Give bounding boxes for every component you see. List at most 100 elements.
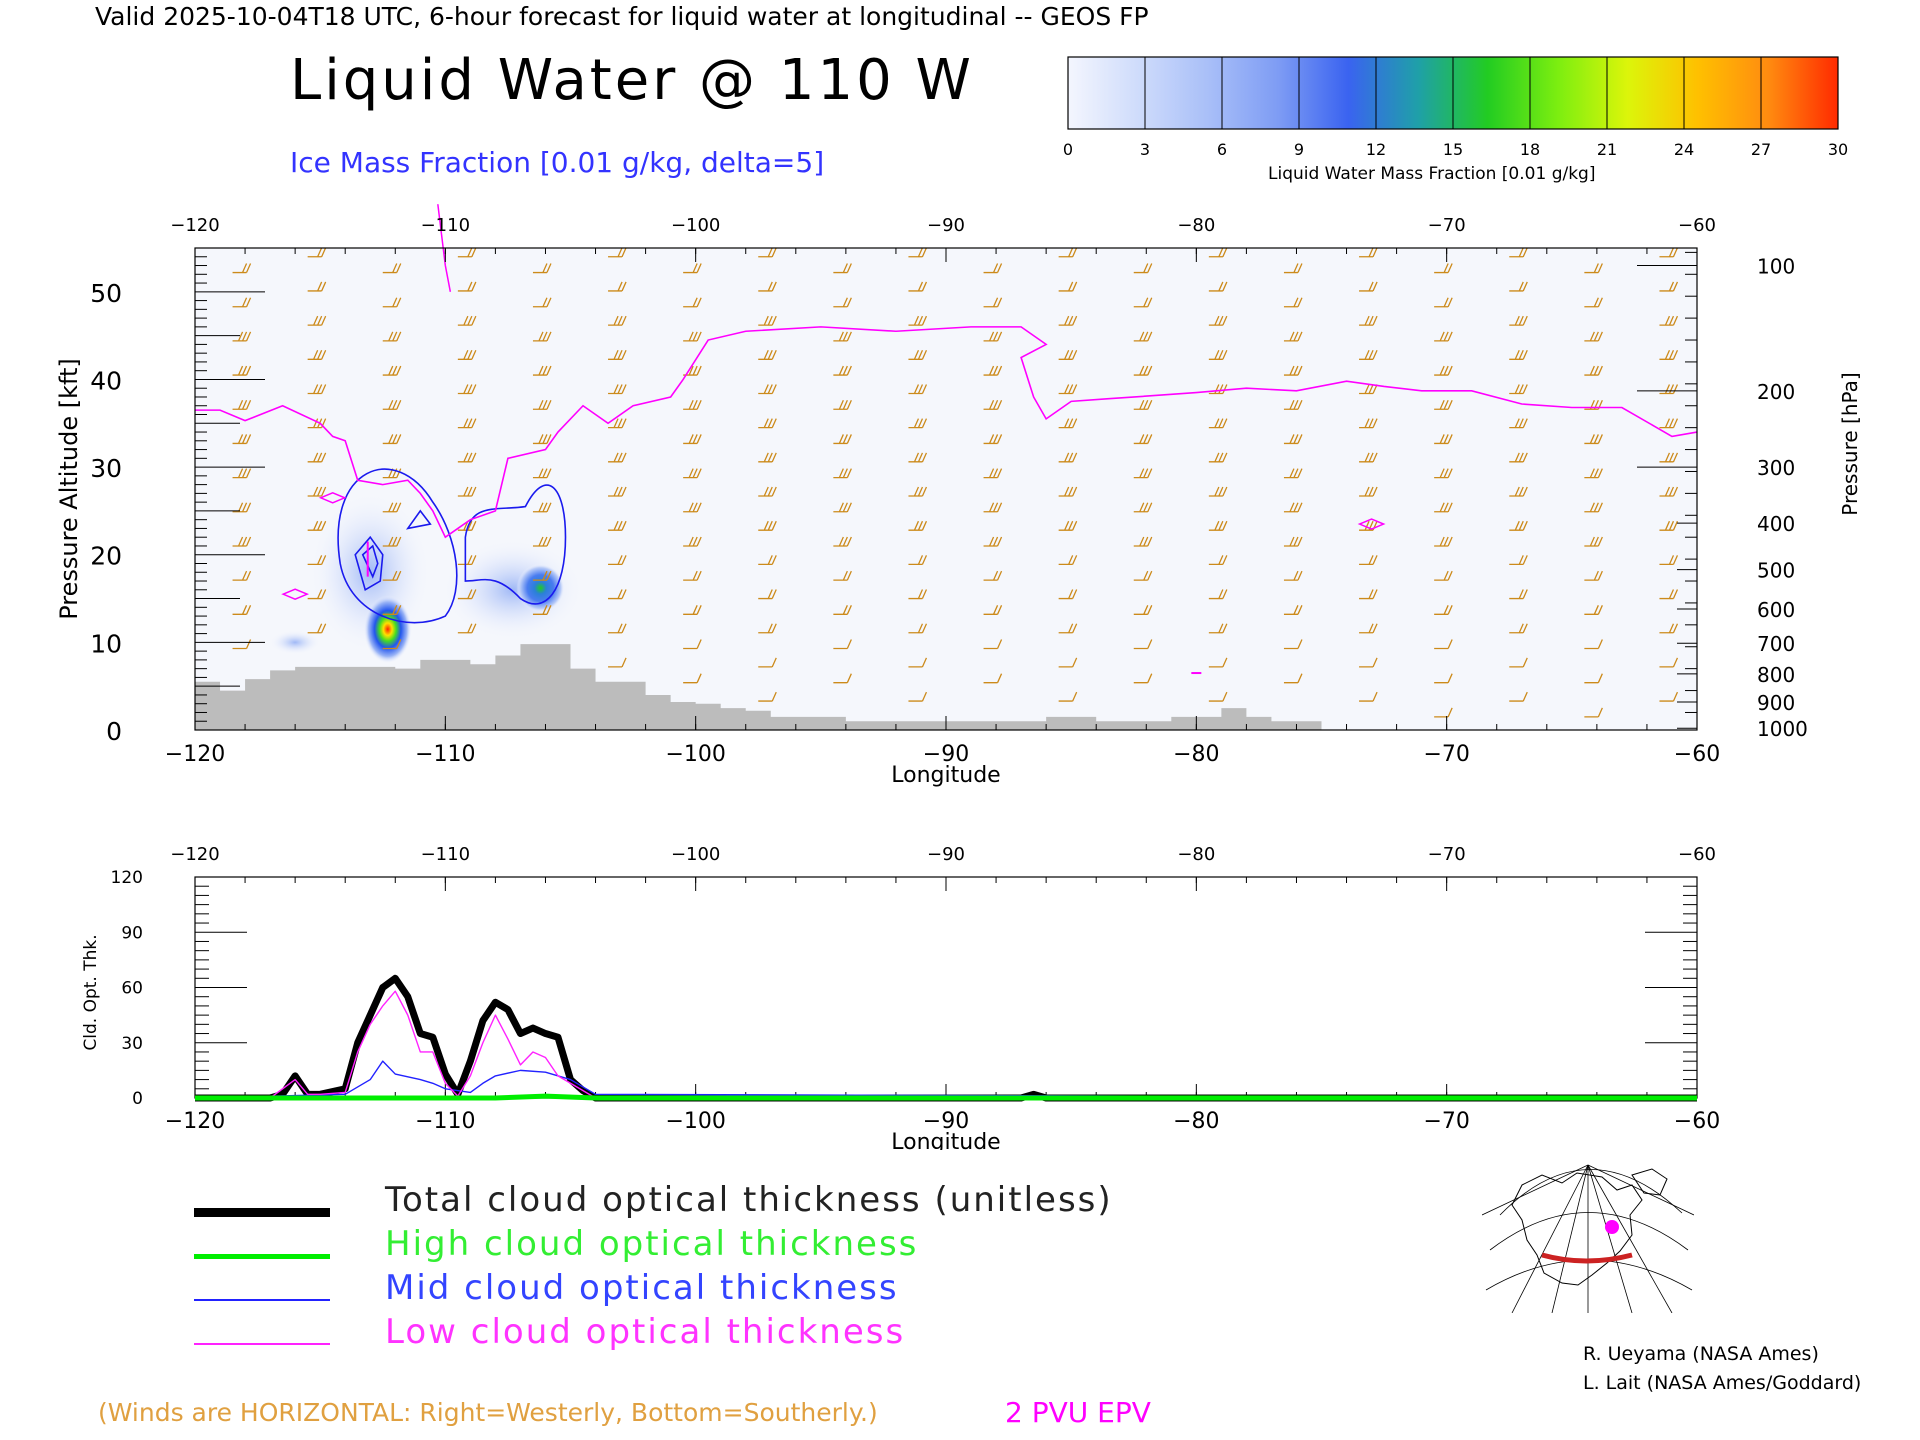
wind-barb (1659, 589, 1679, 600)
wind-barb (758, 657, 777, 668)
wind-barb (1359, 589, 1378, 600)
wind-barb (758, 418, 777, 429)
wind-barb (983, 399, 1003, 410)
wind-barb (1509, 350, 1528, 360)
wind-barb (457, 315, 477, 326)
wind-barb (457, 589, 477, 600)
x-tick-label-top: −90 (927, 844, 965, 865)
x-tick-label-bottom: −100 (665, 742, 725, 767)
wind-barb (908, 281, 928, 292)
wind-barb (1283, 639, 1303, 650)
wind-barb (1434, 263, 1453, 274)
wind-barb (908, 384, 928, 395)
wind-barb (532, 502, 552, 513)
wind-barb (1283, 468, 1303, 479)
wind-barb (608, 281, 627, 292)
wind-barb (382, 434, 402, 445)
wind-barb (1208, 657, 1228, 668)
x-tick-label-top: −100 (671, 844, 720, 865)
wind-barb (532, 434, 552, 445)
wind-barb (758, 315, 777, 326)
wind-barb (1208, 384, 1228, 395)
wind-barb (1359, 315, 1378, 326)
wind-barb (758, 520, 777, 531)
liquid-water-faint-region (442, 539, 583, 640)
wind-barb (1359, 452, 1378, 463)
wind-barb (1584, 707, 1603, 718)
wind-barb (683, 365, 702, 376)
series-line-high (195, 1093, 1697, 1101)
wind-barb (1058, 350, 1078, 360)
wind-barb (1208, 350, 1228, 360)
wind-barb (307, 247, 327, 258)
wind-barb (1133, 673, 1153, 684)
wind-barb (532, 399, 552, 410)
credit-line-1: R. Ueyama (NASA Ames) (1583, 1343, 1819, 1365)
wind-barb (683, 468, 702, 479)
wind-barb (457, 623, 477, 634)
credit-line-2: L. Lait (NASA Ames/Goddard) (1583, 1372, 1862, 1394)
wind-barb (1058, 691, 1078, 702)
wind-barb (1659, 452, 1679, 463)
wind-barb (833, 605, 852, 615)
wind-barb (1133, 365, 1153, 376)
x-tick-label-top: −90 (927, 215, 965, 236)
wind-barb (232, 468, 252, 479)
wind-barb (1133, 331, 1153, 342)
wind-barb (1283, 365, 1303, 376)
legend-label-mid: Mid cloud optical thickness (385, 1268, 899, 1308)
wind-barb (1359, 247, 1378, 258)
wind-barb (1283, 434, 1303, 445)
wind-barb (1283, 502, 1303, 513)
wind-barb (1584, 468, 1603, 479)
pressure-tick-label: 1000 (1757, 717, 1808, 741)
wind-barb (683, 331, 702, 342)
wind-barb (1659, 657, 1679, 668)
wind-barb (683, 297, 702, 308)
wind-barb (457, 350, 477, 360)
wind-barb (1434, 399, 1453, 410)
colorbar-tick-label: 0 (1063, 140, 1073, 159)
wind-barb (1208, 691, 1228, 702)
wind-barb (1058, 281, 1078, 292)
wind-barb (232, 434, 252, 445)
wind-barb (833, 502, 852, 513)
pressure-tick-label: 300 (1757, 456, 1795, 480)
wind-barb (1283, 570, 1303, 581)
wind-barb (1434, 331, 1453, 342)
wind-barb (608, 486, 627, 497)
wind-barb (758, 691, 777, 702)
legend-line-high (194, 1254, 330, 1259)
wind-barb (908, 520, 928, 531)
wind-barb (232, 536, 252, 547)
wind-barb (1434, 297, 1453, 308)
pressure-tick-label: 400 (1757, 512, 1795, 536)
wind-barb (1584, 673, 1603, 684)
wind-barb (232, 263, 252, 274)
wind-barb (1359, 281, 1378, 292)
wind-barb (683, 570, 702, 581)
wind-barb (457, 520, 477, 531)
x-axis-label: Longitude (891, 763, 1000, 788)
y-tick-label: 60 (121, 979, 143, 999)
wind-barb (608, 589, 627, 600)
x-tick-label-top: −110 (421, 215, 470, 236)
wind-barb (1359, 486, 1378, 497)
wind-barb (382, 639, 402, 650)
x-tick-label-top: −60 (1678, 215, 1716, 236)
wind-barb (758, 589, 777, 600)
x-tick-label-bottom: −80 (1173, 1109, 1219, 1134)
wind-barb (382, 536, 402, 547)
x-tick-label-bottom: −60 (1674, 742, 1720, 767)
pressure-tick-label: 200 (1757, 380, 1795, 404)
wind-barb (1584, 639, 1603, 650)
y-tick-label: 20 (90, 542, 122, 571)
wind-barb (1584, 365, 1603, 376)
wind-barb (232, 502, 252, 513)
wind-barb (758, 623, 777, 634)
wind-barb (608, 418, 627, 429)
wind-barb (307, 520, 327, 531)
wind-barb (608, 315, 627, 326)
wind-barb (532, 365, 552, 376)
wind-barb (608, 452, 627, 463)
